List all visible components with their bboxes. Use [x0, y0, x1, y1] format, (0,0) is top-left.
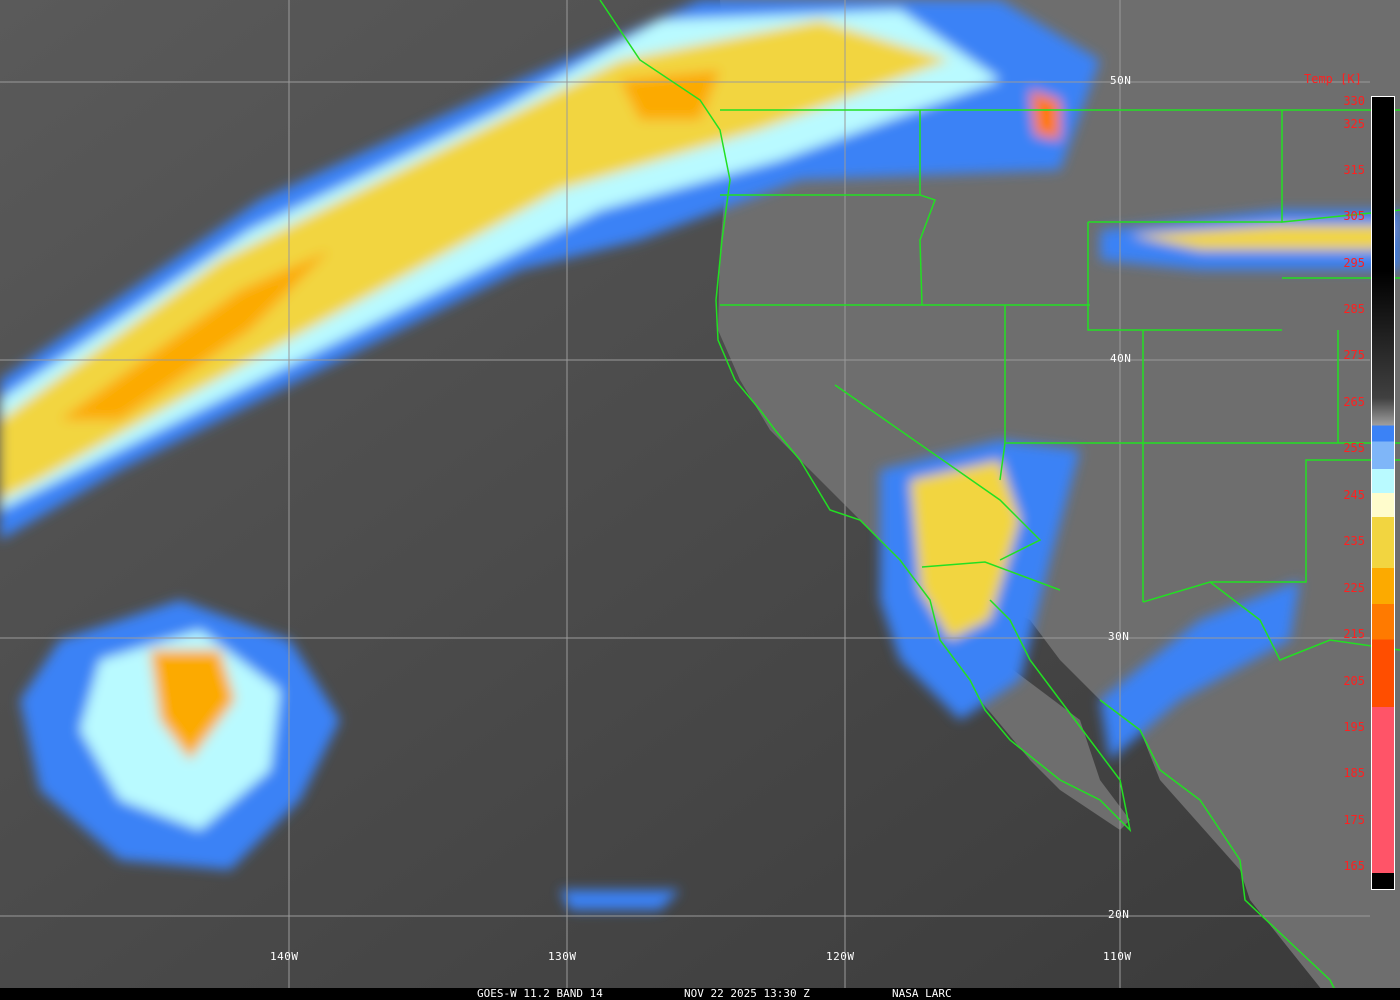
political-borders [599, 0, 1400, 1000]
lat-label-50n: 50N [1110, 74, 1132, 87]
colorbar-tick-label: 205 [1343, 674, 1365, 688]
lon-label-120w: 120W [826, 950, 855, 963]
lat-label-30n: 30N [1108, 630, 1130, 643]
lon-label-130w: 130W [548, 950, 577, 963]
source-label: NASA LARC [892, 987, 952, 1000]
colorbar-tick-label: 255 [1343, 441, 1365, 455]
satellite-band-label: GOES-W 11.2 BAND 14 [477, 987, 603, 1000]
colorbar-tick-label: 315 [1343, 163, 1365, 177]
colorbar-title: Temp [K] [1304, 72, 1362, 86]
lat-label-20n: 20N [1108, 908, 1130, 921]
colorbar-tick-label: 175 [1343, 813, 1365, 827]
colorbar-tick-label: 225 [1343, 581, 1365, 595]
colorbar-tick-label: 235 [1343, 534, 1365, 548]
colorbar-tick-label: 185 [1343, 766, 1365, 780]
colorbar-tick-label: 245 [1343, 488, 1365, 502]
colorbar-tick-label: 325 [1343, 117, 1365, 131]
colorbar-tick-label: 275 [1343, 348, 1365, 362]
lon-label-110w: 110W [1103, 950, 1132, 963]
colorbar-tick-label: 330 [1343, 94, 1365, 108]
lon-label-140w: 140W [270, 950, 299, 963]
caption-bar: GOES-W 11.2 BAND 14 NOV 22 2025 13:30 Z … [0, 988, 1400, 1000]
colorbar-tick-label: 195 [1343, 720, 1365, 734]
graticule [0, 0, 1370, 988]
cloud-systems [0, 0, 1400, 910]
colorbar-tick-label: 305 [1343, 209, 1365, 223]
colorbar-tick-label: 285 [1343, 302, 1365, 316]
colorbar-tick-label: 295 [1343, 256, 1365, 270]
colorbar-tick-label: 165 [1343, 859, 1365, 873]
colorbar-tick-label: 215 [1343, 627, 1365, 641]
timestamp-label: NOV 22 2025 13:30 Z [684, 987, 810, 1000]
colorbar-tick-label: 265 [1343, 395, 1365, 409]
lat-label-40n: 40N [1110, 352, 1132, 365]
temperature-colorbar [1371, 96, 1395, 890]
